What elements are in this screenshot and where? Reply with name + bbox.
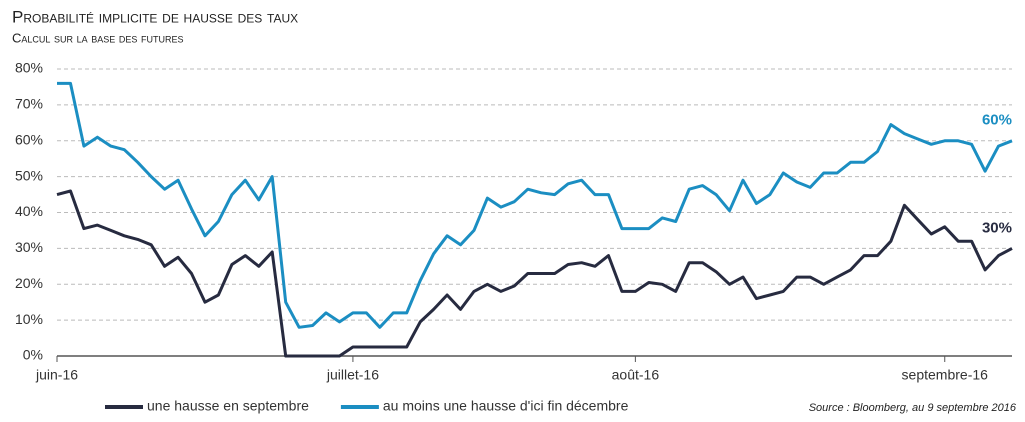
y-tick-label: 80% (15, 60, 43, 76)
y-tick-label: 10% (15, 311, 43, 327)
legend-label: au moins une hausse d'ici fin décembre (383, 398, 629, 414)
x-tick-label: septembre-16 (902, 367, 989, 383)
data-label: 60% (982, 112, 1012, 129)
source: Source : Bloomberg, au 9 septembre 2016 (809, 402, 1017, 414)
chart-subtitle: Calcul sur la base des futures (12, 30, 184, 45)
data-label: 30% (982, 219, 1012, 236)
series-line (57, 81, 1013, 329)
y-tick-label: 20% (15, 275, 43, 291)
chart-title: Probabilité implicite de hausse des taux (12, 7, 298, 26)
x-tick-label: juillet-16 (326, 367, 379, 383)
x-tick-label: août-16 (612, 367, 660, 383)
y-tick-label: 60% (15, 131, 43, 147)
y-tick-label: 70% (15, 96, 43, 112)
y-tick-label: 40% (15, 203, 43, 219)
legend-label: une hausse en septembre (147, 398, 309, 414)
y-tick-label: 30% (15, 239, 43, 255)
series-line (56, 189, 1013, 358)
y-tick-label: 0% (23, 347, 43, 363)
y-tick-label: 50% (15, 167, 43, 183)
x-tick-label: juin-16 (35, 367, 78, 383)
